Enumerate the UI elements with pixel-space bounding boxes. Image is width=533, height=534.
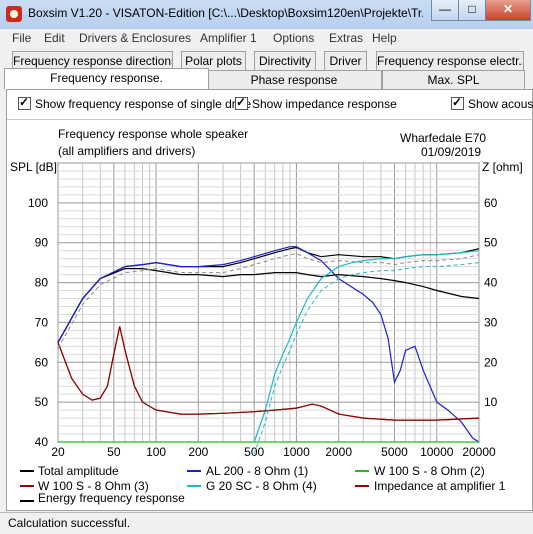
close-button[interactable]: ✕: [485, 0, 531, 21]
status-text: Calculation successful.: [8, 516, 131, 530]
x-tick-label: 20: [51, 445, 65, 459]
series-line-energy-frequency-response: [57, 268, 480, 343]
menu-amplifier[interactable]: Amplifier 1: [200, 31, 257, 45]
x-tick-label: 20000: [462, 445, 496, 459]
separator: [7, 119, 533, 120]
legend-impedance: Impedance at amplifier 1: [374, 479, 506, 493]
menu-file[interactable]: File: [12, 31, 32, 45]
tab-frequency-response-electrical[interactable]: Frequency response electr..: [376, 51, 524, 70]
menu-edit[interactable]: Edit: [44, 31, 65, 45]
legend-line-total: [20, 470, 34, 472]
series-line-w-100-s-8-ohm-3: [57, 326, 480, 421]
title-bar: Boxsim V1.20 - VISATON-Edition [C:\...\D…: [0, 0, 533, 30]
checkbox-single-drive-label: Show frequency response of single drive: [35, 97, 252, 111]
chart-model: Wharfedale E70: [400, 131, 487, 145]
legend-w100s-2: W 100 S - 8 Ohm (2): [374, 464, 485, 478]
y-tick-label: 60: [35, 355, 49, 369]
legend-g20sc: G 20 SC - 8 Ohm (4): [206, 479, 317, 493]
y-tick-label: 40: [35, 435, 49, 449]
tab-phase-response[interactable]: Phase response: [206, 70, 382, 89]
checkbox-acoustic[interactable]: Show acous: [451, 97, 533, 115]
legend-al200: AL 200 - 8 Ohm (1): [206, 464, 309, 478]
tab-max-spl[interactable]: Max. SPL: [382, 70, 525, 89]
x-tick-label: 5000: [381, 445, 408, 459]
menu-options[interactable]: Options: [273, 31, 315, 45]
tab-polar-plots[interactable]: Polar plots: [181, 51, 246, 70]
series-line-g-20-sc-8-ohm-4: [253, 250, 480, 443]
y-tick-label: 70: [35, 315, 49, 329]
app-icon: [6, 6, 22, 22]
chart-subtitle: (all amplifiers and drivers): [58, 144, 196, 158]
y-axis-label: SPL [dB]: [10, 160, 57, 174]
checkbox-icon[interactable]: [235, 95, 248, 110]
dashed-total-reference: [57, 252, 480, 349]
chart-title: Frequency response whole speaker: [58, 127, 249, 141]
legend-line-w100s-3: [20, 485, 34, 487]
x-tick-label: 200: [188, 445, 208, 459]
legend-w100s-3: W 100 S - 8 Ohm (3): [38, 479, 149, 493]
checkbox-acoustic-label: Show acous: [468, 97, 533, 111]
status-bar: Calculation successful.: [0, 512, 533, 534]
x-tick-label: 100: [146, 445, 166, 459]
tab-frequency-response[interactable]: Frequency response.: [4, 68, 209, 89]
legend-line-w100s-2: [355, 470, 369, 472]
legend-line-impedance: [355, 485, 369, 487]
tab-frequency-response-directions[interactable]: Frequency response directions: [12, 51, 173, 70]
x-tick-label: 10000: [420, 445, 454, 459]
series-line-al-200-8-ohm-1: [57, 246, 480, 443]
legend-total-amplitude: Total amplitude: [38, 464, 119, 478]
legend-energy: Energy frequency response: [38, 491, 185, 505]
legend-line-al200: [187, 470, 201, 472]
menu-bar: File Edit Drivers & Enclosures Amplifier…: [0, 29, 533, 49]
checkbox-single-drive[interactable]: Show frequency response of single drive: [18, 95, 252, 115]
x-tick-label: 1000: [283, 445, 310, 459]
tab-directivity[interactable]: Directivity: [254, 51, 316, 70]
y-tick-label: 50: [35, 395, 49, 409]
checkbox-impedance-label: Show impedance response: [252, 97, 397, 111]
dashed-tweeter-reference: [253, 262, 480, 455]
y-tick-label: 90: [35, 236, 49, 250]
y2-tick-label: 60: [484, 196, 498, 210]
checkbox-icon[interactable]: [451, 97, 464, 110]
legend-line-energy: [20, 500, 34, 502]
window-title: Boxsim V1.20 - VISATON-Edition [C:\...\D…: [28, 6, 423, 20]
x-tick-label: 50: [107, 445, 121, 459]
legend-line-g20sc: [187, 485, 201, 487]
checkbox-icon[interactable]: [18, 95, 31, 110]
x-tick-label: 2000: [325, 445, 352, 459]
checkbox-impedance[interactable]: Show impedance response: [235, 95, 397, 115]
y2-tick-label: 30: [484, 315, 498, 329]
chart-date: 01/09/2019: [421, 145, 482, 159]
y-tick-label: 100: [28, 196, 48, 210]
y2-tick-label: 40: [484, 276, 498, 290]
menu-extras[interactable]: Extras: [329, 31, 364, 45]
tab-driver[interactable]: Driver: [324, 51, 367, 70]
menu-drivers-enclosures[interactable]: Drivers & Enclosures: [79, 31, 192, 45]
y-tick-label: 80: [35, 276, 49, 290]
y2-tick-label: 50: [484, 236, 498, 250]
y2-tick-label: 10: [484, 395, 498, 409]
y2-tick-label: 20: [484, 355, 498, 369]
menu-help[interactable]: Help: [372, 31, 397, 45]
x-tick-label: 500: [244, 445, 264, 459]
y2-axis-label: Z [ohm]: [482, 160, 523, 174]
